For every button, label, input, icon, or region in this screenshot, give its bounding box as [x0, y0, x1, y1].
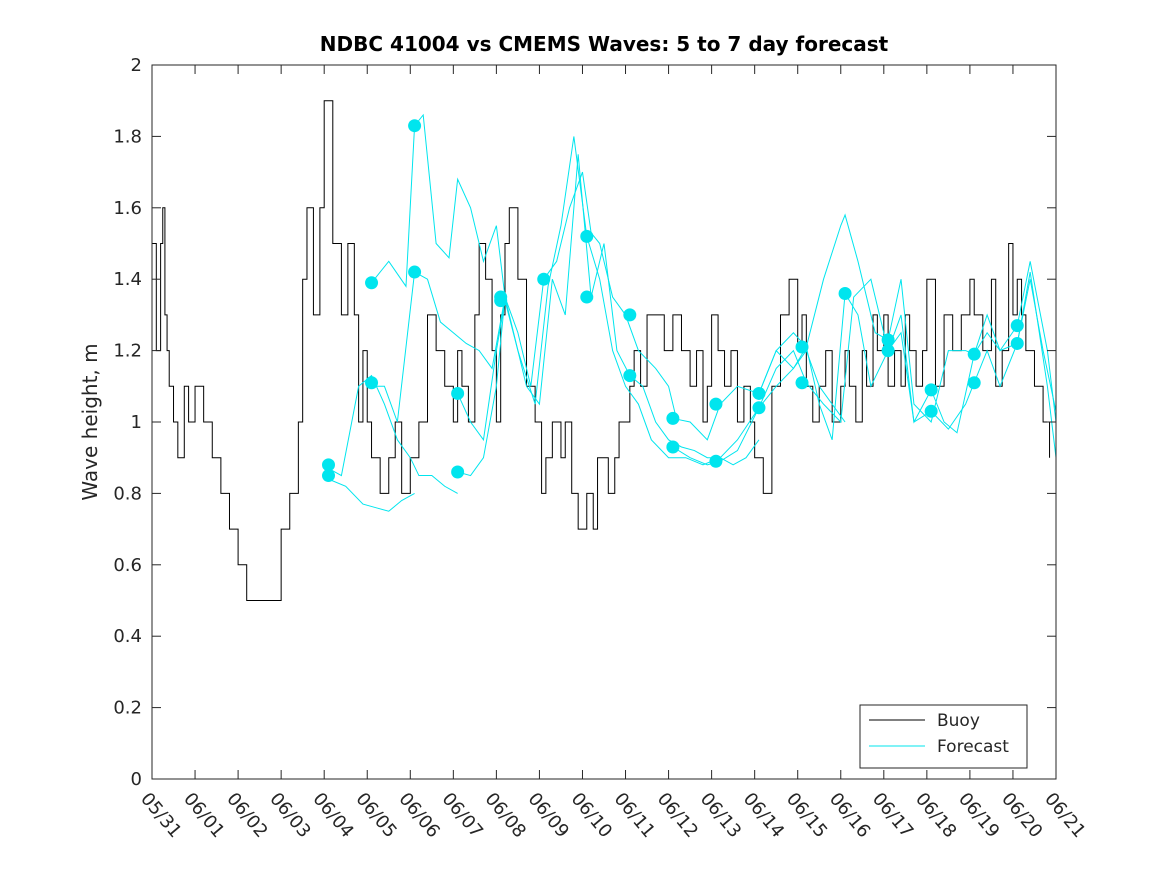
x-tick-label: 06/19	[954, 789, 1003, 842]
x-tick-label: 06/13	[696, 789, 745, 842]
forecast-series-line-6	[457, 136, 846, 466]
forecast-series-line-8	[672, 271, 1057, 466]
x-tick-label: 06/04	[308, 789, 357, 842]
forecast-marker-1	[321, 458, 335, 472]
x-tick-label: 06/01	[179, 789, 228, 842]
x-tick-label: 06/03	[265, 789, 314, 842]
x-tick-label: 06/11	[610, 789, 659, 842]
forecast-marker-23	[795, 376, 809, 390]
chart-title: NDBC 41004 vs CMEMS Waves: 5 to 7 day fo…	[320, 32, 889, 56]
forecast-marker-3	[365, 276, 379, 290]
forecast-marker-13	[580, 290, 594, 304]
y-tick-label: 0.8	[113, 483, 142, 504]
forecast-marker-28	[924, 404, 938, 418]
x-tick-label: 05/31	[136, 789, 185, 842]
forecast-marker-10	[494, 294, 508, 308]
x-tick-label: 06/06	[394, 789, 443, 842]
y-tick-label: 1.4	[113, 269, 142, 290]
forecast-marker-25	[881, 333, 895, 347]
forecast-marker-8	[451, 465, 465, 479]
legend-box	[859, 704, 1028, 769]
forecast-marker-21	[752, 401, 766, 415]
x-tick-label: 06/05	[351, 789, 400, 842]
x-tick-label: 06/12	[653, 789, 702, 842]
x-tick-label: 06/21	[1040, 789, 1089, 842]
y-tick-label: 0	[131, 769, 142, 790]
forecast-marker-27	[924, 383, 938, 397]
y-tick-label: 1	[131, 412, 142, 433]
y-tick-label: 0.2	[113, 698, 142, 719]
x-tick-label: 06/18	[911, 789, 960, 842]
forecast-marker-7	[451, 386, 465, 400]
forecast-marker-5	[408, 119, 422, 133]
forecast-marker-16	[666, 411, 680, 425]
forecast-marker-20	[752, 386, 766, 400]
forecast-marker-6	[408, 265, 422, 279]
forecast-marker-22	[795, 340, 809, 354]
x-tick-label: 06/02	[222, 789, 271, 842]
x-tick-label: 06/16	[825, 789, 874, 842]
forecast-marker-12	[580, 229, 594, 243]
y-tick-label: 1.8	[113, 126, 142, 147]
forecast-marker-19	[709, 454, 723, 468]
forecast-marker-30	[967, 376, 981, 390]
x-tick-label: 06/09	[524, 789, 573, 842]
forecast-marker-15	[623, 369, 637, 383]
forecast-marker-2	[321, 469, 335, 483]
forecast-marker-11	[537, 272, 551, 286]
forecast-marker-17	[666, 440, 680, 454]
forecast-series-line-2	[328, 478, 415, 512]
x-tick-label: 06/20	[997, 789, 1046, 842]
forecast-marker-4	[365, 376, 379, 390]
y-tick-label: 1.6	[113, 198, 142, 219]
forecast-marker-29	[967, 347, 981, 361]
forecast-series-line-9	[758, 279, 1057, 441]
forecast-marker-14	[623, 308, 637, 322]
forecast-marker-24	[838, 286, 852, 300]
x-tick-label: 06/08	[481, 789, 530, 842]
y-tick-label: 0.6	[113, 555, 142, 576]
x-tick-label: 06/14	[739, 789, 788, 842]
forecast-marker-31	[1010, 319, 1024, 333]
x-tick-label: 06/17	[868, 789, 917, 842]
y-axis-label: Wave height, m	[78, 343, 102, 500]
forecast-series-line-7	[672, 213, 1057, 441]
plot-background	[152, 65, 1056, 779]
series-layer	[152, 100, 1057, 601]
legend: Buoy Forecast	[859, 704, 1028, 769]
y-tick-label: 1.2	[113, 341, 142, 362]
forecast-marker-32	[1010, 336, 1024, 350]
x-tick-label: 06/10	[567, 789, 616, 842]
buoy-series-line	[152, 100, 1051, 601]
forecast-series-line-3	[371, 113, 506, 298]
x-tick-label: 06/15	[782, 789, 831, 842]
x-tick-label: 06/07	[438, 789, 487, 842]
legend-label-forecast: Forecast	[937, 737, 1009, 757]
y-tick-label: 2	[131, 55, 142, 76]
forecast-series-line-1	[328, 374, 458, 494]
y-tick-label: 0.4	[113, 626, 142, 647]
forecast-marker-26	[881, 344, 895, 358]
forecast-marker-18	[709, 397, 723, 411]
legend-label-buoy: Buoy	[937, 711, 980, 731]
